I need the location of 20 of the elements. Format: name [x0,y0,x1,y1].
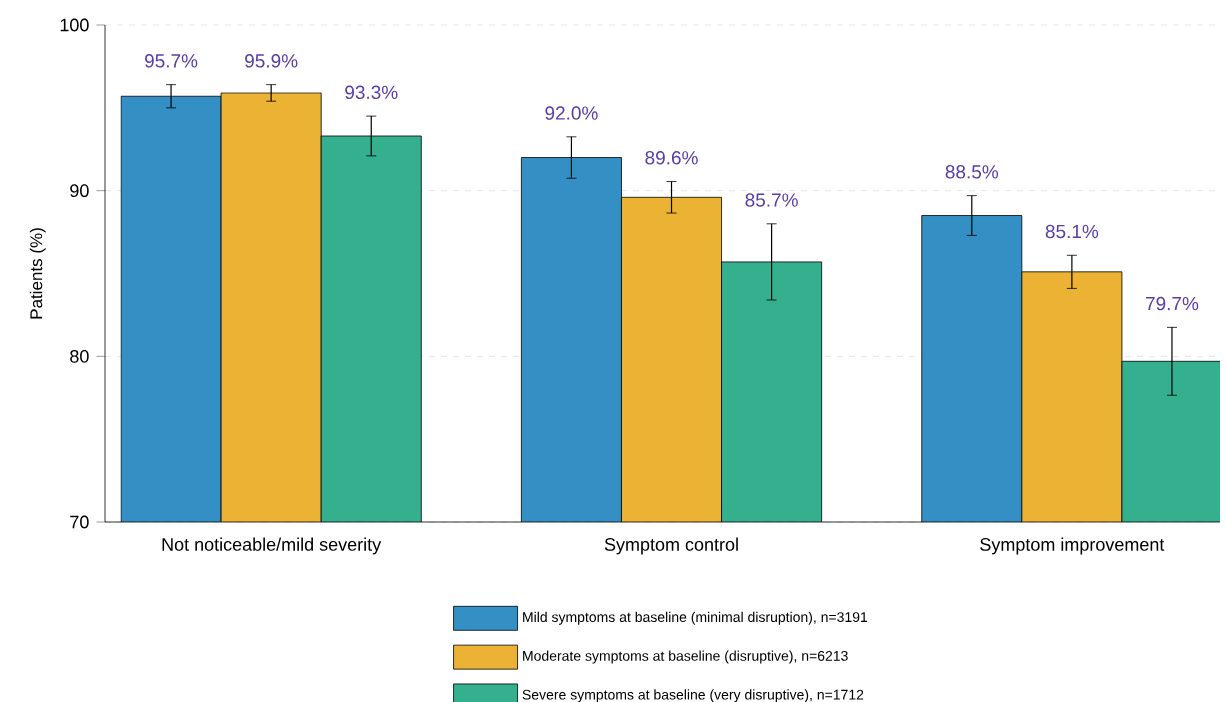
data-label: 89.6% [645,151,698,165]
data-label: 92.0% [545,106,598,120]
legend-label: Severe symptoms at baseline (very disruptive), n=1712 [522,689,864,702]
legend-label: Moderate symptoms at baseline (disruptive), n=6213 [523,650,848,664]
y-tick-label: 70 [70,515,89,529]
data-label: 85.7% [745,193,798,207]
x-tick-label: Symptom control [604,537,738,555]
y-tick-label: 90 [70,184,89,198]
data-label: 95.7% [145,54,198,68]
data-label: 79.7% [1146,296,1199,311]
x-tick-label: Not noticeable/mild severity [162,537,382,555]
legend-label: Mild symptoms at baseline (minimal disruption), n=3191 [523,611,868,625]
y-tick-label: 80 [70,349,89,363]
data-label: 95.9% [245,54,298,68]
y-tick-label: 100 [60,18,89,32]
x-tick-label: Symptom improvement [980,537,1165,555]
data-label: 93.3% [345,85,398,100]
data-label: 88.5% [945,165,999,179]
data-label: 85.1% [1045,224,1099,239]
y-axis-title: Patients (%) [29,228,46,319]
